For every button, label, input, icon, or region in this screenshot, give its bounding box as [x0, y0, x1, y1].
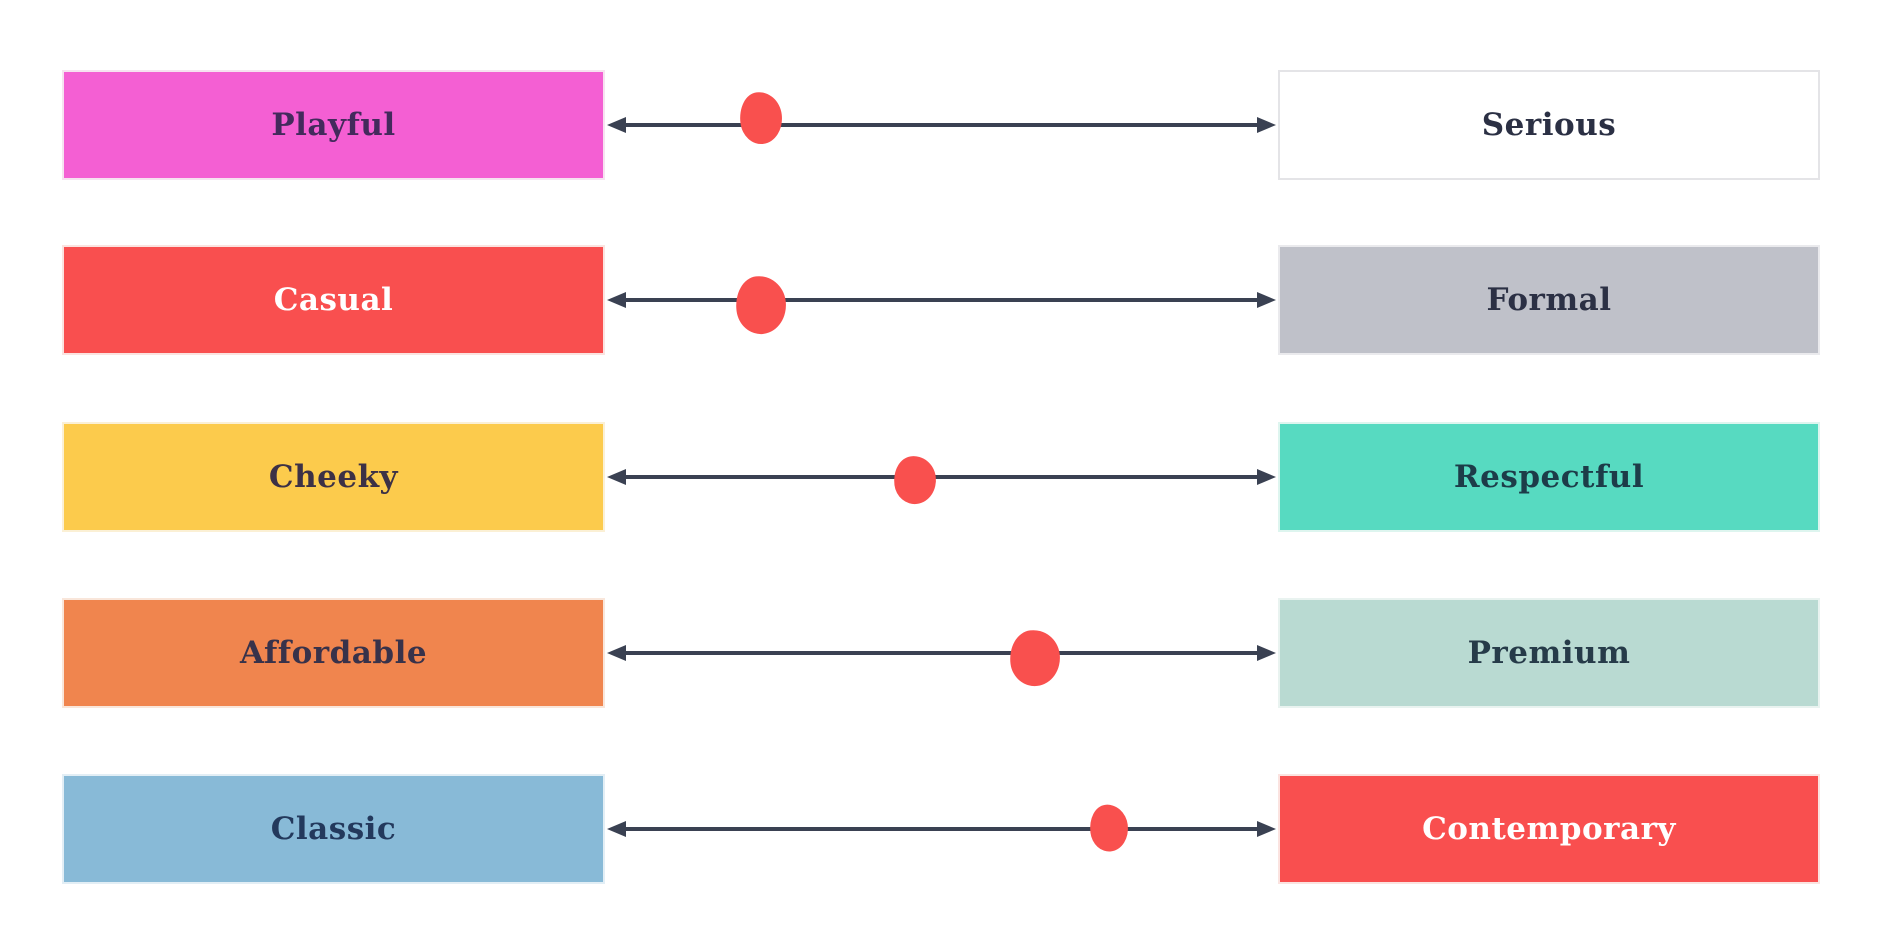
spectrum-row: Playful Serious — [0, 70, 1884, 180]
position-marker[interactable] — [1006, 627, 1064, 689]
right-trait-box[interactable]: Premium — [1278, 598, 1820, 708]
spectrum-row: Casual Formal — [0, 245, 1884, 355]
spectrum-track[interactable] — [607, 422, 1276, 532]
arrow-line — [620, 651, 1263, 655]
right-trait-label: Serious — [1481, 107, 1617, 143]
spectrum-row: Affordable Premium — [0, 598, 1884, 708]
left-trait-box[interactable]: Cheeky — [62, 422, 605, 532]
spectrum-track[interactable] — [607, 598, 1276, 708]
arrowhead-right-icon — [1257, 292, 1276, 308]
spectrum-track[interactable] — [607, 774, 1276, 884]
left-trait-box[interactable]: Casual — [62, 245, 605, 355]
arrowhead-left-icon — [607, 117, 626, 133]
right-trait-label: Premium — [1467, 635, 1631, 671]
left-trait-label: Casual — [273, 282, 394, 318]
arrowhead-left-icon — [607, 292, 626, 308]
left-trait-box[interactable]: Classic — [62, 774, 605, 884]
position-marker[interactable] — [1087, 802, 1131, 854]
left-trait-label: Classic — [270, 811, 397, 847]
right-trait-box[interactable]: Serious — [1278, 70, 1820, 180]
arrowhead-left-icon — [607, 469, 626, 485]
arrow-line — [620, 298, 1263, 302]
arrowhead-right-icon — [1257, 821, 1276, 837]
spectrum-row: Classic Contemporary — [0, 774, 1884, 884]
left-trait-label: Cheeky — [268, 459, 399, 495]
arrow-line — [620, 123, 1263, 127]
position-marker[interactable] — [736, 89, 785, 147]
arrowhead-left-icon — [607, 645, 626, 661]
right-trait-label: Contemporary — [1422, 811, 1676, 847]
left-trait-box[interactable]: Playful — [62, 70, 605, 180]
arrow-line — [620, 827, 1263, 831]
left-trait-box[interactable]: Affordable — [62, 598, 605, 708]
right-trait-box[interactable]: Contemporary — [1278, 774, 1820, 884]
spectrum-track[interactable] — [607, 245, 1276, 355]
arrow-line — [620, 475, 1263, 479]
left-trait-label: Affordable — [239, 635, 428, 671]
right-trait-box[interactable]: Respectful — [1278, 422, 1820, 532]
right-trait-box[interactable]: Formal — [1278, 245, 1820, 355]
arrowhead-left-icon — [607, 821, 626, 837]
arrowhead-right-icon — [1257, 469, 1276, 485]
spectrum-track[interactable] — [607, 70, 1276, 180]
right-trait-label: Formal — [1486, 282, 1612, 318]
arrowhead-right-icon — [1257, 645, 1276, 661]
right-trait-label: Respectful — [1453, 459, 1645, 495]
left-trait-label: Playful — [271, 107, 396, 143]
position-marker[interactable] — [890, 453, 939, 507]
position-marker[interactable] — [732, 273, 790, 337]
spectrum-row: Cheeky Respectful — [0, 422, 1884, 532]
arrowhead-right-icon — [1257, 117, 1276, 133]
